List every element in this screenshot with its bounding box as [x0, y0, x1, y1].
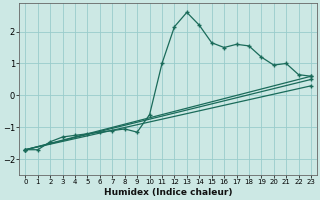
X-axis label: Humidex (Indice chaleur): Humidex (Indice chaleur)	[104, 188, 232, 197]
